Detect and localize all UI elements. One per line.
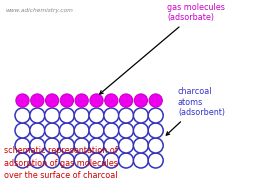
Circle shape [45,153,60,168]
Text: charcoal
atoms
(adsorbent): charcoal atoms (adsorbent) [166,87,225,135]
Circle shape [74,108,89,123]
Circle shape [104,123,119,138]
Circle shape [90,94,103,107]
Circle shape [59,108,74,123]
Circle shape [148,108,163,123]
Circle shape [59,123,74,138]
Circle shape [59,153,74,168]
Circle shape [46,94,59,107]
Circle shape [30,138,45,153]
Circle shape [148,153,163,168]
Circle shape [30,108,45,123]
Circle shape [104,108,119,123]
Circle shape [15,153,30,168]
Circle shape [104,153,119,168]
Circle shape [119,153,134,168]
Circle shape [15,108,30,123]
Circle shape [15,138,30,153]
Circle shape [133,138,148,153]
Circle shape [89,153,104,168]
Text: gas molecules
(adsorbate): gas molecules (adsorbate) [100,3,225,94]
Circle shape [15,123,30,138]
Circle shape [45,123,60,138]
Circle shape [89,123,104,138]
Circle shape [75,94,88,107]
Circle shape [45,108,60,123]
Circle shape [60,94,74,107]
Circle shape [119,123,134,138]
Circle shape [16,94,29,107]
Circle shape [30,123,45,138]
Circle shape [89,138,104,153]
Circle shape [104,138,119,153]
Circle shape [119,94,133,107]
Circle shape [30,153,45,168]
Circle shape [74,123,89,138]
Circle shape [133,153,148,168]
Circle shape [148,138,163,153]
Text: www.adichemistry.com: www.adichemistry.com [5,8,73,13]
Circle shape [74,138,89,153]
Text: schematic representation of
adsorption of gas molecules
over the surface of char: schematic representation of adsorption o… [4,146,118,180]
Circle shape [59,138,74,153]
Circle shape [89,108,104,123]
Circle shape [134,94,147,107]
Circle shape [45,138,60,153]
Circle shape [148,123,163,138]
Circle shape [133,108,148,123]
Circle shape [133,123,148,138]
Circle shape [105,94,118,107]
Circle shape [119,108,134,123]
Circle shape [31,94,44,107]
Circle shape [74,153,89,168]
Circle shape [119,138,134,153]
Circle shape [149,94,162,107]
